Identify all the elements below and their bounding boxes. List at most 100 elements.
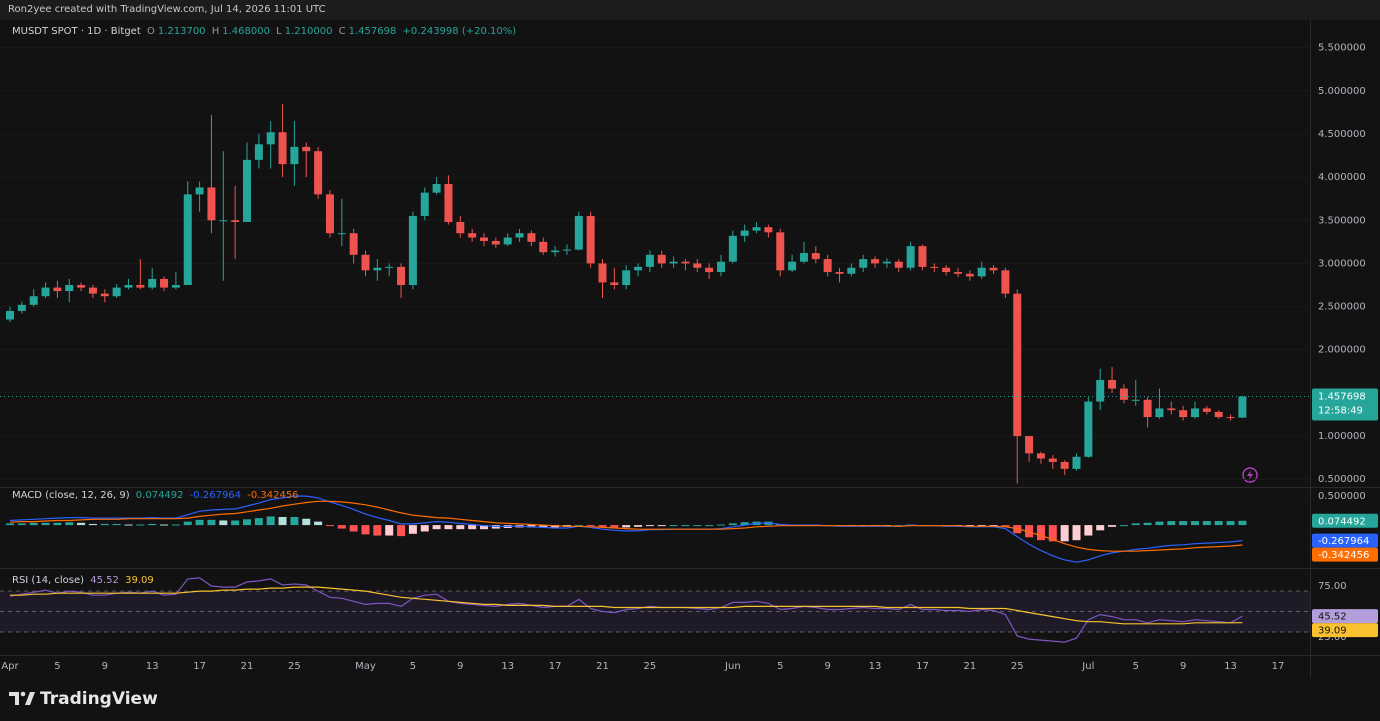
- macd-histogram-bar: [361, 525, 370, 535]
- bolt-circle[interactable]: [1242, 467, 1258, 483]
- candle-body: [539, 241, 548, 253]
- x-tick-label: 17: [916, 661, 929, 672]
- candle-body: [598, 263, 607, 283]
- candle-body: [764, 227, 773, 233]
- x-tick-label: 25: [644, 661, 657, 672]
- candle-body: [491, 240, 500, 245]
- candle-body: [314, 151, 323, 195]
- candle-body: [195, 187, 204, 195]
- indicator-line: [10, 586, 1243, 625]
- macd-value: 0.074492: [135, 490, 184, 501]
- candle-body: [574, 215, 583, 250]
- candle-body: [41, 287, 50, 297]
- x-tick-label: 21: [241, 661, 254, 672]
- macd-histogram-bar: [314, 521, 323, 526]
- x-tick-label: 17: [193, 661, 206, 672]
- x-tick-label: 13: [1224, 661, 1237, 672]
- candle-body: [977, 267, 986, 277]
- candle-body: [100, 293, 109, 297]
- candle-body: [776, 232, 785, 271]
- x-tick-label: 13: [501, 661, 514, 672]
- candle-body: [408, 215, 417, 286]
- y-tick-label: 2.000000: [1318, 345, 1366, 356]
- macd-title: MACD (close, 12, 26, 9): [12, 490, 130, 501]
- ohlc-prefix: H: [211, 26, 220, 37]
- candle-body: [527, 233, 536, 242]
- macd-histogram-bar: [1131, 523, 1140, 526]
- rsi-value: 39.09: [125, 575, 154, 586]
- candle-body: [740, 230, 749, 236]
- candle-body: [373, 267, 382, 271]
- macd-histogram-bar: [1096, 525, 1105, 531]
- macd-histogram-bar: [1060, 525, 1069, 542]
- macd-histogram-bar: [77, 522, 86, 526]
- ohlc-prefix: O: [146, 26, 155, 37]
- macd-histogram-bar: [278, 516, 287, 526]
- x-tick-label: 25: [288, 661, 301, 672]
- candle-body: [278, 132, 287, 165]
- candle-body: [562, 249, 571, 251]
- macd-axis-label-box: [1312, 533, 1378, 548]
- candle-body: [669, 261, 678, 264]
- candle-body: [586, 215, 595, 264]
- macd-histogram-bar: [349, 525, 358, 532]
- top-bar: [0, 0, 1380, 20]
- macd-histogram-bar: [965, 525, 974, 527]
- x-tick-label: Jun: [724, 661, 741, 672]
- macd-histogram-bar: [1119, 525, 1128, 527]
- candle-body: [1013, 293, 1022, 437]
- macd-histogram-bar: [290, 516, 299, 526]
- y-tick-label: 5.500000: [1318, 43, 1366, 54]
- macd-histogram-bar: [610, 525, 619, 528]
- y-tick-label: 5.000000: [1318, 86, 1366, 97]
- candle-body: [622, 270, 631, 286]
- ohlc-prefix: C: [338, 26, 346, 37]
- x-tick-label: May: [355, 661, 376, 672]
- macd-histogram-bar: [728, 523, 737, 526]
- candle-body: [1131, 399, 1140, 401]
- x-tick-label: 9: [824, 661, 830, 672]
- macd-histogram-bar: [1167, 521, 1176, 526]
- candle-body: [657, 254, 666, 264]
- macd-histogram-bar: [385, 525, 394, 536]
- y-tick-label: 3.500000: [1318, 215, 1366, 226]
- candle-body: [219, 220, 228, 222]
- symbol: MUSDT SPOT · 1D · Bitget: [12, 26, 141, 37]
- macd-histogram-bar: [397, 525, 406, 537]
- bolt-icon[interactable]: [1242, 467, 1258, 483]
- candle-body: [337, 233, 346, 235]
- candle-body: [894, 261, 903, 268]
- macd-histogram-bar: [681, 525, 690, 527]
- candle-body: [1048, 458, 1057, 462]
- y-tick-label: 0.500000: [1318, 491, 1366, 502]
- candle-body: [965, 273, 974, 277]
- macd-histogram-bar: [112, 523, 121, 526]
- macd-histogram-bar: [657, 525, 666, 527]
- y-tick-label: 4.000000: [1318, 172, 1366, 183]
- candle-body: [243, 159, 251, 222]
- author-line: Ron2yee created with TradingView.com, Ju…: [8, 4, 326, 15]
- macd-histogram-bar: [325, 525, 334, 527]
- candle-body: [29, 296, 38, 305]
- macd-histogram-bar: [693, 525, 702, 527]
- candle-body: [1060, 461, 1069, 469]
- macd-histogram-bar: [420, 525, 429, 532]
- candle-body: [148, 278, 157, 288]
- macd-histogram-bar: [740, 522, 749, 526]
- macd-histogram-bar: [444, 525, 453, 530]
- candle-body: [385, 266, 394, 268]
- x-tick-label: 13: [146, 661, 159, 672]
- candle-body: [515, 233, 524, 238]
- candle-body: [634, 266, 643, 271]
- change: +0.243998 (+20.10%): [402, 26, 517, 37]
- bolt[interactable]: [1247, 470, 1253, 480]
- macd-histogram-bar: [634, 525, 643, 527]
- macd-histogram-bar: [598, 525, 607, 527]
- logo-mark: [20, 691, 26, 697]
- candle-body: [77, 285, 86, 288]
- countdown: 12:58:49: [1318, 406, 1363, 417]
- candle-body: [1167, 408, 1176, 411]
- macd-histogram-bar: [6, 523, 14, 526]
